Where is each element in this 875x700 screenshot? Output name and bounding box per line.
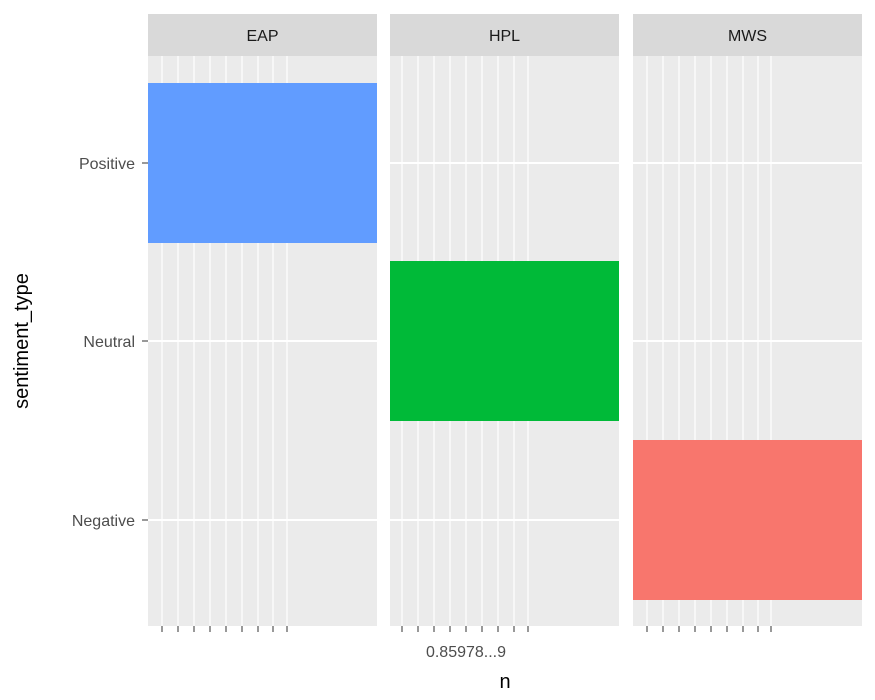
y-tick-labels: Negative Neutral Positive <box>72 156 148 530</box>
bar-mws-negative <box>633 440 862 600</box>
facet-strip-label: HPL <box>489 28 520 45</box>
y-tick-label-neutral: Neutral <box>83 334 135 351</box>
facet-strip <box>390 14 619 56</box>
bar-hpl-neutral <box>390 261 619 421</box>
bar-eap-positive <box>148 83 377 243</box>
bars <box>148 83 862 600</box>
x-tick-labels: 0.85978...9 <box>426 644 506 661</box>
facet-strip-label: MWS <box>728 28 767 45</box>
facet-panels: EAP HPL MWS <box>148 14 862 632</box>
y-axis-title: sentiment_type <box>11 273 33 409</box>
facet-strip-label: EAP <box>246 28 278 45</box>
facet-strip <box>148 14 377 56</box>
y-tick-label-negative: Negative <box>72 513 135 530</box>
x-axis-title: n <box>499 671 510 693</box>
facet-strip <box>633 14 862 56</box>
y-tick-label-positive: Positive <box>79 156 135 173</box>
